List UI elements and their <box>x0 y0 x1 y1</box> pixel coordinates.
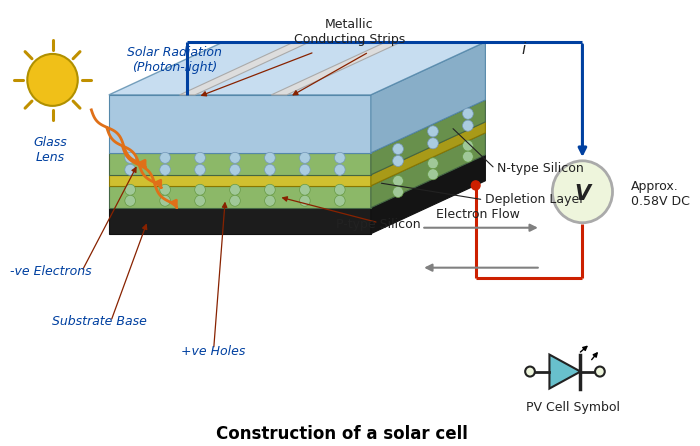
Polygon shape <box>108 153 371 175</box>
Text: V: V <box>575 184 591 204</box>
Text: N-type Silicon: N-type Silicon <box>497 162 584 175</box>
Polygon shape <box>272 42 401 95</box>
Circle shape <box>393 144 403 154</box>
Circle shape <box>463 140 473 151</box>
Polygon shape <box>371 155 485 234</box>
Circle shape <box>463 120 473 131</box>
Text: +ve Holes: +ve Holes <box>181 345 246 358</box>
Text: PV Cell Symbol: PV Cell Symbol <box>526 401 620 414</box>
Circle shape <box>160 184 170 195</box>
Text: P-type Silicon: P-type Silicon <box>336 218 421 231</box>
Circle shape <box>195 184 205 195</box>
Circle shape <box>265 164 275 175</box>
Text: Glass
Lens: Glass Lens <box>34 136 67 164</box>
Text: Construction of a solar cell: Construction of a solar cell <box>216 425 468 443</box>
Circle shape <box>195 195 205 206</box>
Polygon shape <box>108 186 371 208</box>
Circle shape <box>428 138 438 149</box>
Text: Approx.
0.58V DC: Approx. 0.58V DC <box>631 180 690 208</box>
Circle shape <box>463 108 473 119</box>
Circle shape <box>335 195 345 206</box>
Circle shape <box>335 153 345 163</box>
Circle shape <box>335 164 345 175</box>
Polygon shape <box>550 355 580 388</box>
Circle shape <box>300 153 310 163</box>
Circle shape <box>428 169 438 180</box>
Circle shape <box>300 184 310 195</box>
Polygon shape <box>108 95 371 153</box>
Circle shape <box>428 158 438 169</box>
Circle shape <box>393 186 403 198</box>
Circle shape <box>125 164 136 175</box>
Polygon shape <box>108 208 371 234</box>
Circle shape <box>27 54 78 106</box>
Circle shape <box>125 153 136 163</box>
Circle shape <box>230 184 240 195</box>
Circle shape <box>230 164 240 175</box>
Circle shape <box>335 184 345 195</box>
Circle shape <box>265 184 275 195</box>
Polygon shape <box>180 42 309 95</box>
Circle shape <box>300 195 310 206</box>
Circle shape <box>471 181 480 190</box>
Circle shape <box>195 164 205 175</box>
Circle shape <box>230 195 240 206</box>
Polygon shape <box>371 122 485 186</box>
Circle shape <box>160 153 170 163</box>
Text: Electron Flow: Electron Flow <box>435 208 519 221</box>
Circle shape <box>125 184 136 195</box>
Circle shape <box>463 151 473 162</box>
Circle shape <box>160 195 170 206</box>
Text: Depletion Layer: Depletion Layer <box>485 193 584 206</box>
Polygon shape <box>371 100 485 175</box>
Circle shape <box>265 153 275 163</box>
Text: i: i <box>521 42 526 58</box>
Text: Metallic
Conducting Strips: Metallic Conducting Strips <box>294 18 405 46</box>
Circle shape <box>393 175 403 186</box>
Polygon shape <box>371 133 485 208</box>
Circle shape <box>195 153 205 163</box>
Circle shape <box>525 367 535 376</box>
Circle shape <box>552 161 612 223</box>
Circle shape <box>125 195 136 206</box>
Circle shape <box>393 156 403 166</box>
Circle shape <box>160 164 170 175</box>
Polygon shape <box>108 42 485 95</box>
Text: Solar Radiation
(Photon-light): Solar Radiation (Photon-light) <box>127 46 223 74</box>
Circle shape <box>300 164 310 175</box>
Text: Substrate Base: Substrate Base <box>52 315 146 328</box>
Circle shape <box>428 126 438 137</box>
Circle shape <box>265 195 275 206</box>
Polygon shape <box>371 42 485 153</box>
Polygon shape <box>108 175 371 186</box>
Circle shape <box>595 367 605 376</box>
Text: -ve Electrons: -ve Electrons <box>10 265 92 278</box>
Circle shape <box>230 153 240 163</box>
